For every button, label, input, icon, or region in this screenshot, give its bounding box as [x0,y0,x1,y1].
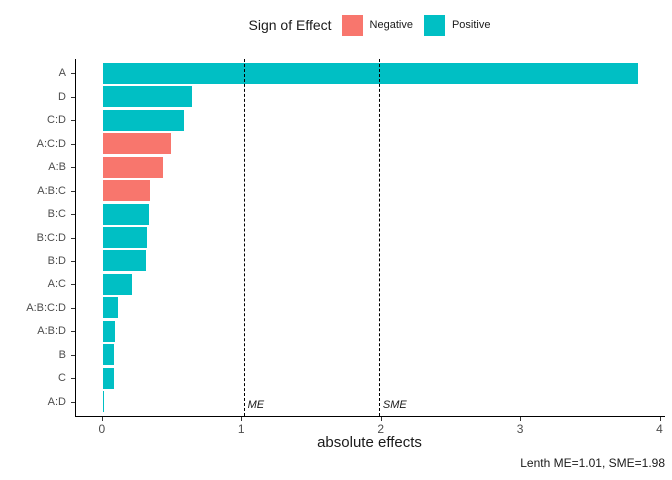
y-tick-label: A:C [47,278,66,290]
bar-b-c-d [102,227,148,248]
y-tick-mark [71,191,75,192]
bar-c-d [102,110,184,131]
caption: Lenth ME=1.01, SME=1.98 [520,456,665,470]
y-tick-mark [71,355,75,356]
positive-color-swatch [423,14,445,36]
y-tick-label: B [58,349,66,361]
y-tick-mark [71,167,75,168]
x-tick-mark [659,417,661,421]
reference-line-label-sme: SME [382,399,407,411]
x-tick-label: 3 [516,422,524,436]
y-tick-label: A:B:C:D [26,302,66,314]
y-tick-mark [71,120,75,121]
legend-item-label: Positive [451,19,491,31]
x-tick-label: 4 [656,422,663,436]
y-tick-mark [71,144,75,145]
bar-c [102,368,114,389]
y-tick-label: A:C:D [36,138,66,150]
negative-color-swatch [341,14,363,36]
bar-a-c [102,274,133,295]
y-tick-mark [71,214,75,215]
y-tick-mark [71,238,75,239]
bar-a-b [102,157,163,178]
x-tick-label: 0 [98,422,106,436]
bar-b [102,344,114,365]
y-tick-label: B:C:D [36,232,66,244]
x-tick-mark [520,417,522,421]
y-tick-mark [71,378,75,379]
y-tick-label: C:D [47,114,66,126]
x-tick-mark [241,417,243,421]
reference-line-sme [378,59,380,416]
bar-d [102,86,192,107]
y-tick-mark [71,261,75,262]
y-tick-mark [71,402,75,403]
bar-a-b-c-d [102,297,119,318]
legend-title: Sign of Effect [248,17,332,33]
y-tick-label: D [58,91,66,103]
y-tick-label: A:B:C [37,185,66,197]
y-tick-mark [71,331,75,332]
bar-a-b-c [102,180,151,201]
reference-line-label-me: ME [247,399,265,411]
bar-a-d [102,391,105,412]
plot-panel: ME SME [75,59,665,417]
y-tick-label: A:D [47,396,66,408]
y-tick-label: A:B [48,161,66,173]
x-tick-label: 2 [377,422,385,436]
y-tick-label: B:C [47,208,66,220]
bar-a-c-d [102,133,172,154]
reference-line-me [243,59,245,416]
y-tick-label: A:B:D [37,325,66,337]
x-axis-title: absolute effects [317,434,422,451]
legend-item-positive: Positive [423,14,491,36]
y-tick-mark [71,73,75,74]
bar-a [102,63,639,84]
y-tick-label: A [58,67,66,79]
legend-item-label: Negative [369,19,413,31]
legend: Sign of Effect Negative Positive [75,11,664,39]
y-tick-mark [71,97,75,98]
legend-item-negative: Negative [341,14,413,36]
y-tick-label: C [58,372,66,384]
bar-b-c [102,204,149,225]
y-tick-mark [71,284,75,285]
y-tick-mark [71,308,75,309]
y-tick-label: B:D [47,255,66,267]
bar-a-b-d [102,321,116,342]
x-tick-label: 1 [237,422,245,436]
x-tick-mark [101,417,103,421]
bar-b-d [102,250,146,271]
x-tick-mark [380,417,382,421]
